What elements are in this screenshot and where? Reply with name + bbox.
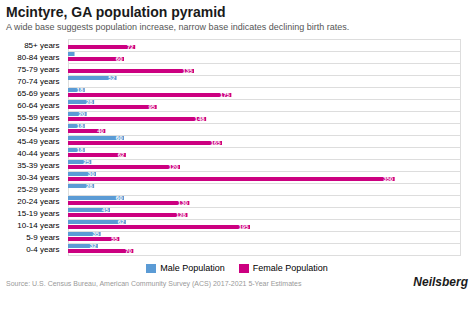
- svg-text:10-14 years: 10-14 years: [17, 221, 59, 230]
- svg-text:148: 148: [195, 116, 206, 122]
- svg-text:30: 30: [88, 171, 95, 177]
- svg-text:55: 55: [111, 236, 118, 242]
- svg-text:85+ years: 85+ years: [24, 41, 59, 50]
- svg-text:28: 28: [86, 99, 93, 105]
- svg-text:52: 52: [108, 75, 115, 81]
- svg-text:25: 25: [83, 159, 90, 165]
- svg-text:62: 62: [118, 219, 125, 225]
- svg-text:0-4 years: 0-4 years: [26, 245, 59, 254]
- svg-text:18: 18: [77, 87, 84, 93]
- svg-text:350: 350: [383, 176, 394, 182]
- svg-text:55-59 years: 55-59 years: [17, 113, 59, 122]
- svg-text:20-24 years: 20-24 years: [17, 197, 59, 206]
- svg-text:18: 18: [77, 147, 84, 153]
- svg-text:75-79 years: 75-79 years: [17, 65, 59, 74]
- svg-text:25-29 years: 25-29 years: [17, 185, 59, 194]
- svg-text:65-69 years: 65-69 years: [17, 89, 59, 98]
- svg-text:62: 62: [118, 152, 125, 158]
- svg-text:128: 128: [176, 212, 187, 218]
- svg-text:70-74 years: 70-74 years: [17, 77, 59, 86]
- svg-text:35: 35: [92, 231, 99, 237]
- svg-text:45-49 years: 45-49 years: [17, 137, 59, 146]
- svg-text:30-34 years: 30-34 years: [17, 173, 59, 182]
- svg-text:5-9 years: 5-9 years: [26, 233, 59, 242]
- svg-text:135: 135: [182, 68, 193, 74]
- svg-text:32: 32: [90, 243, 97, 249]
- html-text:Male Population: Male Population: [160, 263, 225, 273]
- svg-text:165: 165: [210, 140, 221, 146]
- svg-text:60: 60: [116, 195, 123, 201]
- svg-text:95: 95: [148, 104, 155, 110]
- svg-text:28: 28: [86, 183, 93, 189]
- svg-text:195: 195: [238, 224, 249, 230]
- svg-text:70: 70: [125, 248, 132, 254]
- svg-text:45: 45: [102, 207, 109, 213]
- svg-text:20: 20: [78, 111, 85, 117]
- html-text:Source: U.S. Census Bureau, Am: Source: U.S. Census Bureau, American Com…: [6, 280, 302, 287]
- svg-text:175: 175: [220, 92, 231, 98]
- svg-text:60: 60: [116, 135, 123, 141]
- svg-text:50-54 years: 50-54 years: [17, 125, 59, 134]
- html-text:A wide base suggests populatio: A wide base suggests population increase…: [6, 22, 350, 32]
- svg-text:72: 72: [127, 44, 134, 50]
- svg-text:60: 60: [116, 56, 123, 62]
- svg-text:18: 18: [77, 123, 84, 129]
- svg-text:80-84 years: 80-84 years: [17, 53, 59, 62]
- html-text:Mcintyre, GA population pyrami: Mcintyre, GA population pyramid: [6, 4, 226, 20]
- html-text:Neilsberg: Neilsberg: [413, 275, 468, 289]
- svg-text:40: 40: [97, 128, 104, 134]
- svg-text:120: 120: [168, 164, 179, 170]
- svg-text:130: 130: [178, 200, 189, 206]
- svg-text:35-39 years: 35-39 years: [17, 161, 59, 170]
- svg-text:15-19 years: 15-19 years: [17, 209, 59, 218]
- svg-text:40-44 years: 40-44 years: [17, 149, 59, 158]
- svg-text:60-64 years: 60-64 years: [17, 101, 59, 110]
- html-text:Female Population: Female Population: [252, 263, 328, 273]
